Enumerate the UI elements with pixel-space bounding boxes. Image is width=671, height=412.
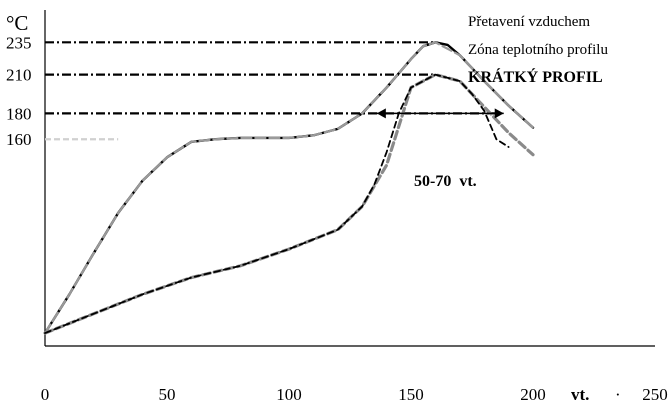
x-tick-label-50: 50 [159, 385, 176, 404]
y-tick-labels: 235 210 180 160 [6, 33, 32, 149]
y-tick-label-180: 180 [6, 104, 32, 123]
x-unit-dot: · [615, 385, 621, 404]
x-tick-label-0: 0 [41, 385, 50, 404]
annotation-duration-label: 50-70 vt. [414, 173, 477, 190]
x-tick-label-250: 250 [642, 385, 668, 404]
annotation-title-line-1: Přetavení vzduchem [468, 14, 590, 30]
x-tick-labels: 0 50 100 150 200 250 [41, 385, 668, 404]
annotation-title-line-2: Zóna teplotního profilu [468, 42, 608, 58]
series-group [43, 41, 535, 335]
x-tick-label-150: 150 [398, 385, 424, 404]
y-tick-label-210: 210 [6, 66, 32, 85]
x-tick-label-200: 200 [520, 385, 546, 404]
annotation-title-line-3: KRÁTKÝ PROFIL [468, 67, 603, 86]
x-tick-label-100: 100 [276, 385, 302, 404]
y-tick-label-160: 160 [6, 130, 32, 149]
x-unit-label: vt. [571, 385, 589, 404]
reference-lines [45, 41, 504, 141]
y-unit-label: °C [6, 11, 28, 35]
y-tick-label-235: 235 [6, 33, 32, 52]
series-line-2 [43, 41, 535, 335]
bracket-group [376, 108, 504, 119]
axes [44, 10, 655, 347]
bracket-arrow-left [376, 108, 386, 119]
bracket-arrow-right [494, 108, 504, 119]
